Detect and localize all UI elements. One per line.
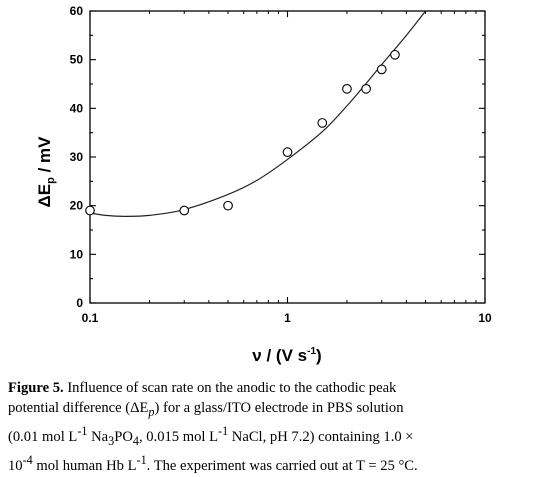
- y-tick-label: 0: [76, 296, 83, 310]
- scatter-chart: 0 10 20 30 40 50 60 0.1 1 10 ΔEp / mV ν / (V s-1): [35, 4, 492, 365]
- caption-line-4: 10-4 mol human Hb L-1. The experiment wa…: [8, 453, 418, 475]
- y-tick-label: 10: [70, 247, 84, 261]
- x-axis-title: ν / (V s-1): [252, 346, 321, 365]
- y-tick-label: 40: [70, 101, 84, 115]
- figure-label: Figure 5.: [8, 380, 64, 396]
- data-point: [282, 147, 293, 157]
- x-tick-label: 0.1: [82, 311, 99, 325]
- caption-line-2: potential difference (ΔEp) for a glass/I…: [8, 399, 404, 419]
- y-tick-label: 50: [70, 53, 84, 67]
- y-tick-label: 30: [70, 150, 84, 164]
- y-tick-label: 60: [70, 4, 84, 18]
- fit-curve-line: [89, 10, 427, 217]
- data-point: [223, 200, 233, 211]
- y-tick-label: 20: [70, 199, 84, 213]
- data-point: [376, 64, 387, 75]
- data-point: [361, 84, 371, 94]
- caption-line-1: Figure 5. Influence of scan rate on the …: [8, 380, 397, 396]
- data-point: [390, 49, 400, 60]
- caption-line-3: (0.01 mol L-1 Na3PO4, 0.015 mol L-1 NaCl…: [8, 423, 414, 448]
- fit-curve-layer: [89, 10, 427, 217]
- y-axis-title: ΔEp / mV: [35, 136, 57, 208]
- plot-frame: [89, 10, 486, 304]
- data-point: [179, 205, 190, 216]
- figure-caption: Figure 5. Influence of scan rate on the …: [8, 379, 526, 477]
- x-tick-label: 10: [478, 311, 492, 325]
- data-points: [85, 49, 400, 216]
- tick-labels: 0 10 20 30 40 50 60 0.1 1 10: [70, 4, 492, 325]
- x-tick-label: 1: [284, 311, 291, 325]
- data-point: [317, 118, 328, 128]
- data-point: [85, 205, 95, 216]
- data-point: [342, 84, 352, 94]
- axes: [89, 10, 486, 304]
